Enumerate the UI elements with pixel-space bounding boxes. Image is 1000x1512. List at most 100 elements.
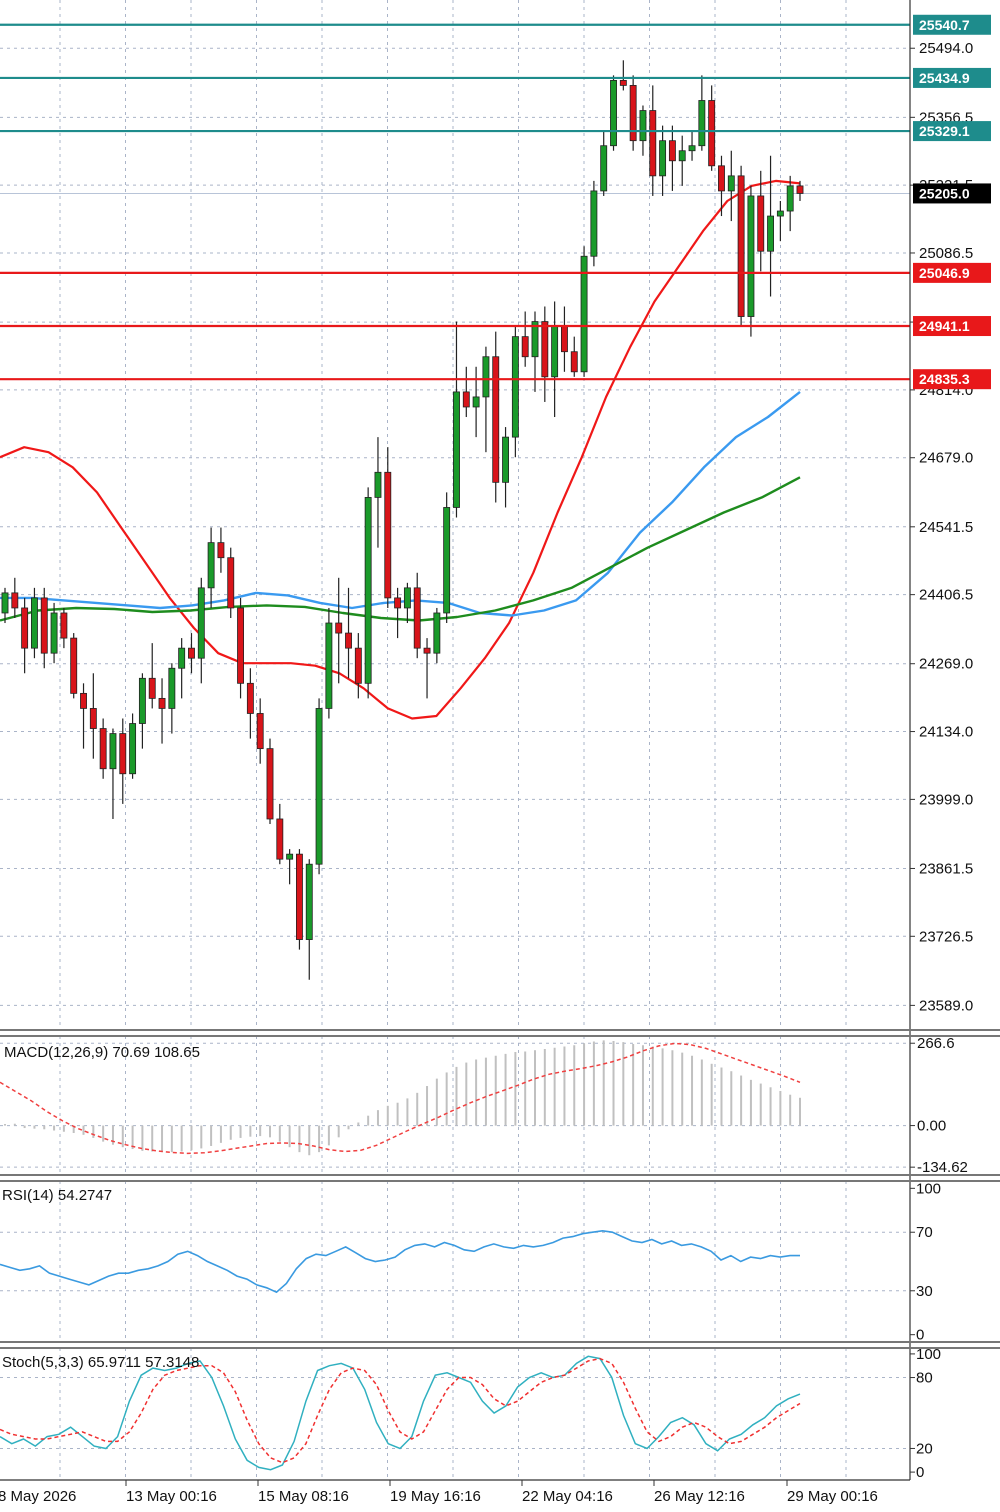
candle-bear (462, 391, 470, 408)
level-badge-label: 25329.1 (919, 123, 970, 139)
candle-bull (31, 597, 38, 649)
price-grid (0, 0, 910, 1030)
panel-separator-5 (0, 1347, 1000, 1349)
candle-bull (364, 497, 372, 684)
candle-bear (541, 321, 549, 378)
rsi-tick-label: 30 (916, 1283, 933, 1300)
candle-bull (138, 677, 146, 724)
stoch-grid (0, 1348, 910, 1478)
candle-bull (511, 336, 519, 438)
candle-bear (708, 100, 716, 167)
candle-bull (590, 190, 598, 257)
candle-bear (276, 818, 284, 860)
candle-bull (727, 175, 735, 192)
rsi-grid (0, 1181, 910, 1342)
time-tick-label: 22 May 04:16 (522, 1488, 613, 1505)
time-tick-label: 26 May 12:16 (654, 1488, 745, 1505)
candle-bull (178, 647, 186, 669)
candle-bear (246, 682, 254, 714)
candle-bear (119, 733, 127, 775)
candle-bull (639, 110, 647, 142)
level-badge-label: 25434.9 (919, 70, 970, 86)
candle-bear (158, 697, 166, 709)
time-tick-label: 29 May 00:16 (787, 1488, 878, 1505)
macd-signal-line (0, 1042, 801, 1155)
candle-bull (688, 145, 696, 152)
candle-bull (600, 145, 608, 192)
panel-frame (0, 0, 1000, 1481)
candle-bull (168, 667, 176, 709)
level-badge (913, 67, 991, 88)
macd-tick-label: -134.62 (917, 1159, 968, 1176)
time-tick-label: 15 May 08:16 (258, 1488, 349, 1505)
candle-bull (207, 542, 215, 589)
candle-bull (403, 587, 411, 609)
candle-bear (668, 140, 676, 162)
price-panel[interactable] (0, 0, 910, 1030)
candle-bear (335, 622, 343, 634)
current-price-badge (913, 183, 991, 204)
candle-bear (619, 79, 627, 86)
candle-bear (227, 557, 235, 609)
candle-bear (266, 748, 274, 820)
candle-bear (217, 542, 225, 559)
candle-bull (678, 150, 686, 162)
candle-bear (384, 471, 392, 599)
panel-separator-0 (0, 1029, 1000, 1031)
price-tick-label: 23861.5 (919, 860, 973, 877)
candle-bear (21, 607, 29, 649)
candle-bull (580, 255, 588, 373)
price-tick-label: 25086.5 (919, 245, 973, 262)
candle-bull (502, 436, 509, 483)
candle-bull (698, 100, 706, 147)
candle-bull (443, 507, 451, 614)
panel-separator-2 (0, 1174, 1000, 1176)
stoch-panel[interactable]: Stoch(5,3,3) 65.9711 57.3148 (0, 1348, 910, 1478)
candle-bull (286, 853, 294, 860)
macd-tick-label: 266.6 (917, 1035, 955, 1052)
candle-bull (786, 185, 794, 212)
candle-bear (354, 647, 362, 684)
candle-bear (296, 853, 303, 940)
candle-bull (776, 210, 784, 217)
stoch-series (0, 1355, 801, 1471)
current-price-label: 25205.0 (919, 185, 970, 201)
candle-bear (492, 356, 500, 483)
candle-bear (413, 587, 421, 649)
macd-grid (0, 1036, 910, 1175)
stoch-k-line (0, 1355, 801, 1471)
price-axis: 25494.025356.525221.525086.524949.024814… (910, 14, 991, 1481)
ma-red-line (0, 179, 801, 720)
stoch-tick-label: 100 (916, 1346, 941, 1363)
stoch-tick-label: 0 (916, 1464, 924, 1481)
candle-bear (423, 647, 431, 654)
rsi-panel[interactable]: RSI(14) 54.2747 (0, 1181, 910, 1342)
rsi-label: RSI(14) 54.2747 (2, 1187, 112, 1204)
candle-bear (148, 677, 156, 699)
candles (0, 23, 910, 980)
candle-bear (80, 692, 87, 709)
level-badge (913, 121, 991, 142)
candle-bull (482, 356, 490, 398)
candle-bear (394, 597, 402, 609)
candle-bull (551, 326, 559, 378)
candle-bull (433, 612, 441, 654)
candle-bear (757, 195, 765, 252)
candle-bull (325, 622, 333, 709)
candle-bear (11, 592, 19, 609)
macd-tick-label: 0.00 (917, 1118, 946, 1135)
macd-panel[interactable]: MACD(12,26,9) 70.69 108.65 (0, 1036, 910, 1175)
level-badge (913, 262, 991, 283)
stoch-tick-label: 20 (916, 1440, 933, 1457)
candle-bull (374, 471, 382, 498)
time-tick-label: 19 May 16:16 (390, 1488, 481, 1505)
candle-bull (109, 733, 117, 770)
price-tick-label: 24269.0 (919, 656, 973, 673)
rsi-series (0, 1229, 800, 1294)
candle-bear (345, 632, 352, 649)
level-badge-label: 25540.7 (919, 17, 970, 33)
price-tick-label: 23999.0 (919, 791, 973, 808)
level-badge (913, 369, 991, 390)
